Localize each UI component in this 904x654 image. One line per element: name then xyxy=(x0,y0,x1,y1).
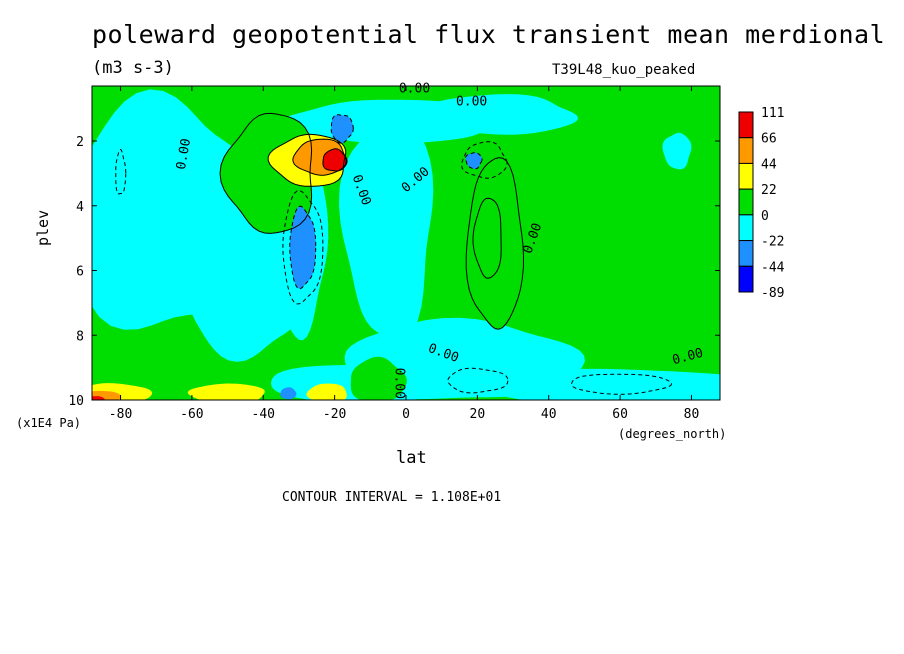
x-tick-label: 20 xyxy=(470,407,486,422)
colorbar-label: 22 xyxy=(761,183,777,198)
region-red-jet xyxy=(322,148,348,171)
x-tick-label: -80 xyxy=(109,407,132,422)
chart-units: (m3 s-3) xyxy=(92,58,174,78)
region-blue-north xyxy=(465,152,483,169)
region-blue-surface xyxy=(280,387,297,400)
colorbar-label: -44 xyxy=(761,260,785,275)
contour-label: 0.00 xyxy=(174,137,194,170)
contour-line xyxy=(330,114,354,144)
contour-line xyxy=(115,148,127,195)
x-axis-units: (degrees_north) xyxy=(618,427,727,441)
contour-fills xyxy=(92,86,720,400)
region-green-tropics xyxy=(466,157,524,330)
x-tick-label: 0 xyxy=(402,407,410,422)
y-axis-units: (x1E4 Pa) xyxy=(16,416,82,430)
region-blue-upper xyxy=(331,114,354,144)
colorbar-swatch xyxy=(738,214,754,242)
run-id: T39L48_kuo_peaked xyxy=(552,62,696,78)
contour-label: 0.00 xyxy=(456,94,487,109)
contour-line xyxy=(472,197,502,279)
contour-lines xyxy=(115,112,673,395)
y-tick-label: 4 xyxy=(76,200,84,215)
region-yellow-surface-sh xyxy=(187,383,265,400)
y-tick-label: 8 xyxy=(76,329,84,344)
contour-line xyxy=(571,373,673,395)
region-cyan-equator xyxy=(339,106,434,339)
contour-line xyxy=(219,112,313,234)
x-tick-label: 40 xyxy=(541,407,557,422)
colorbar-swatch xyxy=(738,188,754,216)
colorbar-label: 0 xyxy=(761,209,769,224)
x-tick-label: -60 xyxy=(180,407,203,422)
contour-line xyxy=(292,138,347,176)
region-green-surface xyxy=(350,356,407,400)
contour-line xyxy=(267,133,347,187)
contour-line xyxy=(289,205,317,290)
contour-label: 0.00 xyxy=(399,81,430,96)
colorbar-swatch xyxy=(738,162,754,190)
y-tick-label: 6 xyxy=(76,265,84,280)
colorbar-label: 44 xyxy=(761,157,777,172)
y-tick-label: 10 xyxy=(68,394,84,409)
x-axis: -80 -60 -40 -20 0 20 40 60 80 xyxy=(109,86,699,422)
contour-line xyxy=(282,190,324,305)
colorbar-label: 66 xyxy=(761,132,777,147)
x-tick-label: -40 xyxy=(252,407,275,422)
colorbar-swatch xyxy=(738,240,754,267)
colorbar-swatch xyxy=(738,111,754,139)
contour-line xyxy=(322,148,348,172)
region-cyan-north-small xyxy=(662,132,692,170)
colorbar-label: -89 xyxy=(761,286,784,301)
y-tick-label: 2 xyxy=(76,135,84,150)
colorbar-label: -22 xyxy=(761,235,784,250)
contour-line xyxy=(465,157,525,330)
x-tick-label: 60 xyxy=(612,407,628,422)
colorbar: 111 66 44 22 0 -22 -44 -89 xyxy=(738,106,785,301)
region-cyan-surface-north xyxy=(481,368,720,400)
chart-title: poleward geopotential flux transient mea… xyxy=(92,20,886,49)
contour-line xyxy=(465,152,483,170)
contour-interval: CONTOUR INTERVAL = 1.108E+01 xyxy=(282,490,502,505)
x-tick-label: -20 xyxy=(323,407,346,422)
region-red-surface-sp xyxy=(92,396,105,400)
x-axis-label: lat xyxy=(396,448,427,468)
colorbar-label: 111 xyxy=(761,106,784,121)
colorbar-swatch xyxy=(738,265,754,293)
contour-line xyxy=(461,141,508,179)
x-tick-label: 80 xyxy=(684,407,700,422)
colorbar-swatch xyxy=(738,137,754,164)
region-orange-surface-sp xyxy=(92,390,122,400)
region-yellow-surface-sub xyxy=(306,383,347,400)
contour-label: 0.00 xyxy=(391,368,406,399)
region-cyan-top-north xyxy=(412,94,579,135)
y-axis: 2 4 6 8 10 xyxy=(68,135,720,409)
